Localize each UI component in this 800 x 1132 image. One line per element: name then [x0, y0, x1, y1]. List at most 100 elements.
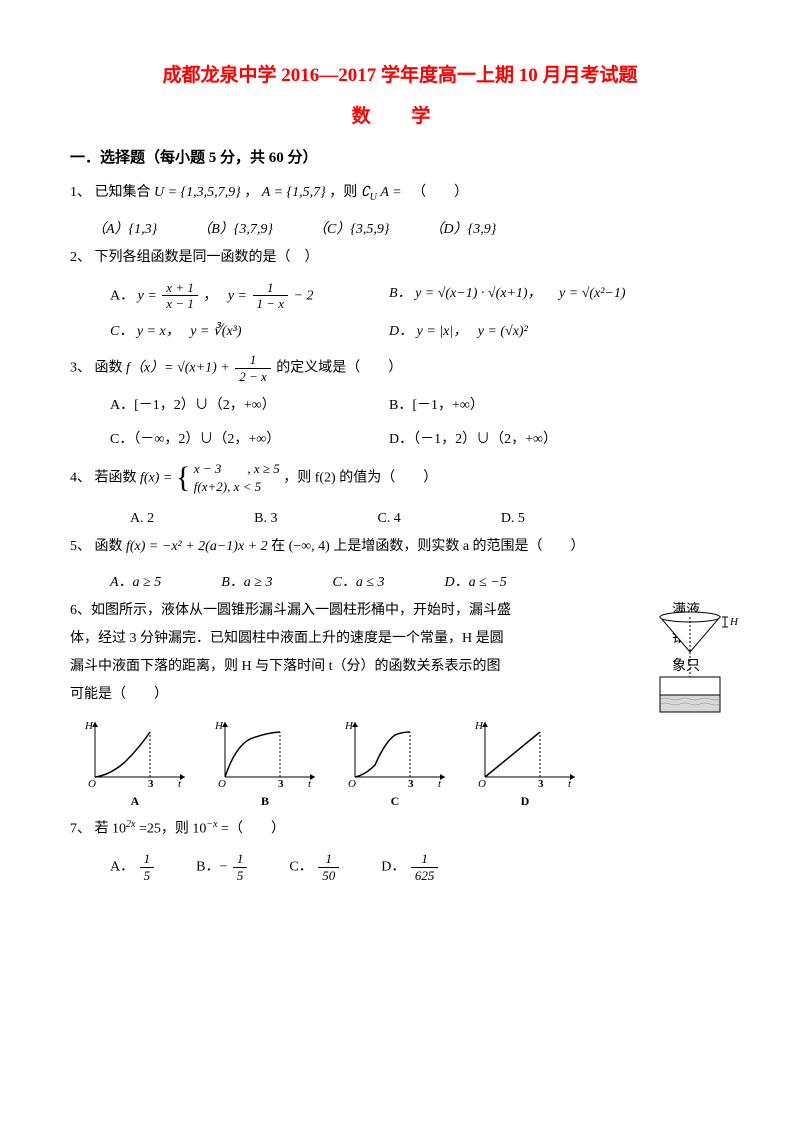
q7-opt-a: A． 1 5 — [110, 851, 156, 883]
exam-subject: 数 学 — [70, 101, 730, 128]
svg-text:H: H — [84, 720, 94, 732]
q7-number: 7、 — [70, 821, 91, 836]
q1-opt-a: （A）{1,3} — [92, 216, 157, 244]
q6-text-block: 6、如图所示，液体从一圆锥形漏斗漏入一圆柱形桶中，开始时，漏斗盛 满液 体，经过… — [70, 597, 580, 709]
section-1-header: 一．选择题（每小题 5 分，共 60 分） — [70, 146, 730, 167]
q2b-f1: y = √(x−1) · √(x+1)， — [415, 286, 542, 301]
q3-sqrt: √(x+1) — [177, 360, 217, 375]
q1-opt-d: （D）{3,9} — [430, 216, 497, 244]
q2a-f1-num: x + 1 — [162, 280, 198, 297]
q7c-den: 50 — [318, 868, 339, 884]
q3-options: A．[－1，2）∪（2，+∞） B．[－1，+∞） C．（－∞，2）∪（2，+∞… — [110, 392, 730, 460]
q6-graph-a: H O 3 t A — [80, 717, 190, 809]
q7a-frac: 1 5 — [140, 851, 155, 883]
q7d-den: 625 — [411, 868, 439, 884]
q1-opt-b: （B）{3,7,9} — [197, 216, 273, 244]
q2-text: 下列各组函数是同一函数的是（ ） — [95, 250, 319, 265]
q7b-label: B．− — [196, 860, 227, 875]
q2a-f2-num: 1 — [253, 280, 289, 297]
q6-line3: 漏斗中液面下落的距离，则 H 与下落时间 t（分）的函数关系表示的图 — [70, 659, 501, 674]
q1-complement: ∁ — [361, 185, 370, 200]
q1-a-eq: A = — [380, 185, 401, 200]
svg-text:3: 3 — [278, 778, 284, 790]
svg-text:t: t — [438, 778, 442, 790]
q6-graph-a-label: A — [80, 794, 190, 809]
q2-options-cd: C． y = x， y = ∛(x³) D． y = |x|， y = (√x)… — [110, 318, 730, 352]
q7-text-c: =（ ） — [221, 821, 285, 836]
q5-opt-d: D．a ≤ −5 — [445, 569, 507, 597]
q7-exp2: −x — [206, 819, 217, 830]
question-4: 4、 若函数 f(x) = { x − 3 , x ≥ 5 f(x+2), x … — [70, 460, 730, 496]
q5-number: 5、 — [70, 539, 91, 554]
q2a-sep: ， — [203, 288, 224, 303]
svg-text:t: t — [568, 778, 572, 790]
question-2: 2、 下列各组函数是同一函数的是（ ） — [70, 244, 730, 272]
q2b-label: B． — [389, 286, 412, 301]
q4-text-b: ，则 f(2) 的值为（ ） — [283, 471, 437, 486]
svg-text:O: O — [88, 778, 96, 790]
q4-options: A. 2 B. 3 C. 4 D. 5 — [130, 505, 730, 533]
q7a-den: 5 — [140, 868, 155, 884]
q1-set-a: A = {1,5,7} — [262, 185, 326, 200]
q1-opt-c: （C）{3,5,9} — [313, 216, 390, 244]
q2d-f2: y = (√x)² — [478, 324, 528, 339]
q5-text-a: 函数 — [95, 539, 127, 554]
q6-graph-b: H O 3 t B — [210, 717, 320, 809]
q6-h-label: H — [729, 616, 739, 628]
question-1: 1、 已知集合 U = {1,3,5,7,9} ， A = {1,5,7} ，则… — [70, 179, 730, 208]
q6-graph-b-label: B — [210, 794, 320, 809]
q4-opt-b: B. 3 — [254, 505, 277, 533]
q7d-num: 1 — [411, 851, 439, 868]
q2d-label: D． — [389, 324, 413, 339]
q2a-f2-pre: y = — [228, 288, 251, 303]
exam-title: 成都龙泉中学 2016—2017 学年度高一上期 10 月月考试题 — [70, 60, 730, 87]
q1-set-u: U = {1,3,5,7,9} — [154, 185, 241, 200]
q2c-f2: y = ∛(x³) — [190, 324, 241, 339]
svg-text:t: t — [308, 778, 312, 790]
q6-line4: 可能是（ ） — [70, 687, 168, 702]
q7-opt-b: B．− 1 5 — [196, 851, 249, 883]
question-3: 3、 函数 f（x）= √(x+1) + 1 2 − x 的定义域是（ ） — [70, 352, 730, 384]
q4-opt-c: C. 4 — [377, 505, 400, 533]
q3-frac: 1 2 − x — [235, 352, 271, 384]
q2-opt-c: C． y = x， y = ∛(x³) — [110, 318, 389, 346]
q4-opt-a: A. 2 — [130, 505, 154, 533]
svg-text:H: H — [344, 720, 354, 732]
q4-brace: { — [176, 466, 190, 490]
q1-comma1: ， — [244, 185, 258, 200]
q3-frac-den: 2 − x — [235, 369, 271, 385]
q2a-label: A． — [110, 288, 134, 303]
q2-opt-b: B． y = √(x−1) · √(x+1)， y = √(x²−1) — [389, 280, 668, 312]
q3-frac-num: 1 — [235, 352, 271, 369]
q1-blank: （ ） — [405, 185, 468, 200]
q5-opt-c: C．a ≤ 3 — [333, 569, 385, 597]
svg-text:O: O — [478, 778, 486, 790]
question-7: 7、 若 102x =25，则 10−x =（ ） — [70, 815, 730, 844]
q6-graphs: H O 3 t A H O 3 t B — [80, 717, 730, 809]
q3-opt-d: D．（－1，2）∪（2，+∞） — [389, 426, 668, 454]
q6-figure: H — [640, 607, 740, 717]
q5-fx: f(x) = −x² + 2(a−1)x + 2 — [126, 539, 268, 554]
q7-opt-c: C． 1 50 — [289, 851, 341, 883]
q7-exp1: 2x — [126, 819, 135, 830]
svg-text:O: O — [218, 778, 226, 790]
q7c-label: C． — [289, 860, 312, 875]
q4-text-a: 若函数 — [95, 471, 141, 486]
q3-text-a: 函数 — [95, 360, 127, 375]
q7a-label: A． — [110, 860, 134, 875]
q1-number: 1、 — [70, 185, 91, 200]
q1-text-a: 已知集合 — [95, 185, 155, 200]
q7d-frac: 1 625 — [411, 851, 439, 883]
svg-text:O: O — [348, 778, 356, 790]
q2b-f2: y = √(x²−1) — [545, 286, 626, 301]
q5-opt-b: B．a ≥ 3 — [221, 569, 272, 597]
q2c-label: C． — [110, 324, 133, 339]
q7b-num: 1 — [233, 851, 248, 868]
q6-graph-c: H O 3 t C — [340, 717, 450, 809]
q4-p1: x − 3 , x ≥ 5 — [194, 460, 280, 478]
q1-comma2: ，则 — [329, 185, 361, 200]
q7-text-b: =25，则 10 — [139, 821, 206, 836]
svg-text:3: 3 — [148, 778, 154, 790]
q3-plus: + — [220, 360, 233, 375]
q2-number: 2、 — [70, 250, 91, 265]
